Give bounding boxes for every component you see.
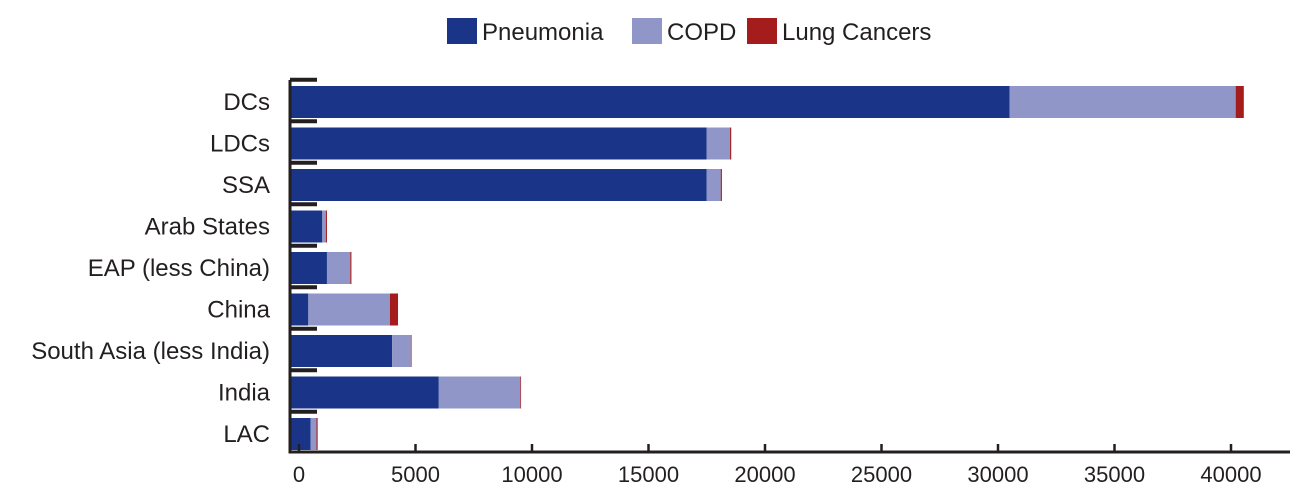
- legend-label-lung-cancers: Lung Cancers: [782, 19, 931, 46]
- x-tick-labels: 0 5000 10000 15000 20000 25000 30000 35000 40000: [293, 462, 1262, 487]
- bars: [290, 86, 1244, 450]
- x-tick-label: 15000: [618, 462, 679, 487]
- bar-south-asia-less-india-lung-cancers: [410, 335, 412, 367]
- bar-india-lung-cancers: [520, 376, 522, 409]
- bar-arab-states-copd: [322, 210, 326, 243]
- bar-ldcs-lung-cancers: [730, 127, 732, 160]
- bar-ssa-lung-cancers: [720, 169, 722, 201]
- bar-dcs-copd: [1009, 86, 1236, 118]
- category-label: China: [207, 297, 270, 324]
- bar-india-copd: [438, 376, 521, 409]
- category-label: Arab States: [145, 214, 270, 241]
- bar-lac-pneumonia: [290, 418, 311, 450]
- bar-ssa-copd: [706, 169, 721, 201]
- category-label: EAP (less China): [88, 255, 270, 282]
- bar-eap-less-china-lung-cancers: [350, 252, 352, 284]
- x-tick-label: 5000: [391, 462, 440, 487]
- bar-dcs-pneumonia: [290, 86, 1010, 118]
- category-label: LDCs: [210, 131, 270, 158]
- bar-arab-states-pneumonia: [290, 210, 323, 243]
- legend-swatch-copd: [632, 18, 662, 44]
- bar-eap-less-china-pneumonia: [290, 252, 327, 284]
- x-tick-label: 30000: [967, 462, 1028, 487]
- bar-lac-copd: [310, 418, 317, 450]
- bar-dcs-lung-cancers: [1235, 86, 1244, 118]
- bar-india-pneumonia: [290, 376, 439, 409]
- category-label: India: [218, 380, 271, 407]
- bar-ldcs-copd: [706, 127, 731, 160]
- bar-china-pneumonia: [290, 293, 309, 326]
- legend-swatch-pneumonia: [447, 18, 477, 44]
- x-tick-label: 40000: [1200, 462, 1261, 487]
- category-label: South Asia (less India): [31, 338, 270, 365]
- legend-label-pneumonia: Pneumonia: [482, 19, 604, 46]
- legend: Pneumonia COPD Lung Cancers: [447, 18, 931, 46]
- axes: [288, 77, 1290, 454]
- x-tick-label: 35000: [1084, 462, 1145, 487]
- category-label: DCs: [223, 89, 270, 116]
- legend-swatch-lung-cancers: [747, 18, 777, 44]
- x-tick-label: 10000: [501, 462, 562, 487]
- x-tick-label: 0: [293, 462, 305, 487]
- bar-south-asia-less-india-copd: [392, 335, 411, 367]
- category-label: LAC: [223, 421, 270, 448]
- bar-south-asia-less-india-pneumonia: [290, 335, 393, 367]
- x-tick-label: 20000: [734, 462, 795, 487]
- bar-lac-lung-cancers: [316, 418, 318, 450]
- category-labels: DCs LDCs SSA Arab States EAP (less China) Chi…: [31, 89, 270, 448]
- category-label: SSA: [222, 172, 270, 199]
- bar-ldcs-pneumonia: [290, 127, 707, 160]
- bar-arab-states-lung-cancers: [325, 210, 327, 243]
- bar-eap-less-china-copd: [326, 252, 351, 284]
- x-tick-label: 25000: [851, 462, 912, 487]
- bar-china-lung-cancers: [389, 293, 399, 326]
- bar-ssa-pneumonia: [290, 169, 707, 201]
- legend-label-copd: COPD: [667, 19, 736, 46]
- bar-china-copd: [308, 293, 390, 326]
